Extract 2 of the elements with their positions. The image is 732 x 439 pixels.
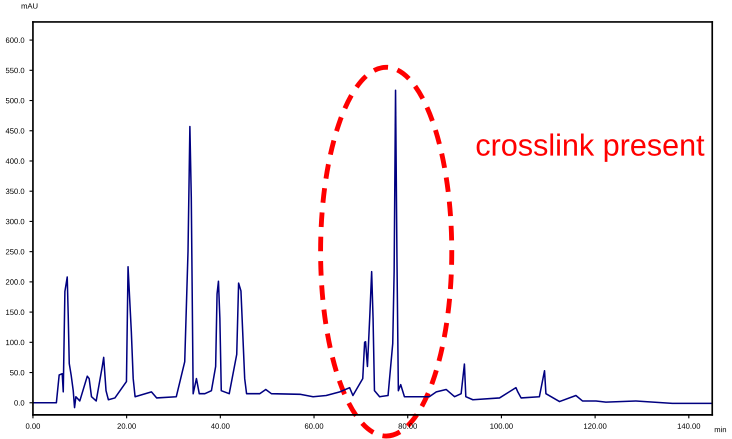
line-series — [32, 89, 712, 408]
annotation: crosslink present — [476, 133, 704, 162]
